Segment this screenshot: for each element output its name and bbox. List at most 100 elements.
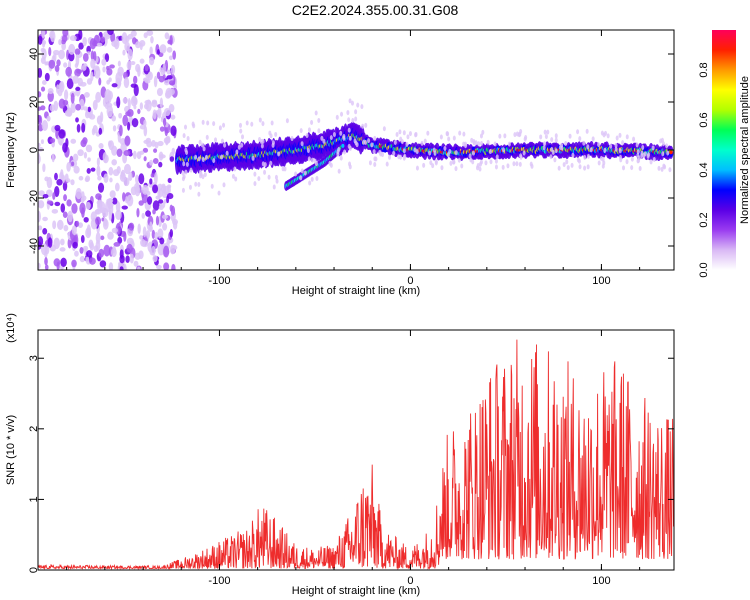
heatmap-cell — [426, 130, 430, 136]
heatmap-cell — [661, 151, 665, 157]
heatmap-cell — [618, 148, 622, 154]
heatmap-cell — [154, 231, 158, 240]
colorbar-label: Normalized spectral amplitude — [739, 76, 750, 224]
heatmap-cell — [554, 148, 558, 154]
heatmap-cell — [554, 133, 558, 139]
heatmap-cell — [194, 181, 198, 187]
heatmap-cell — [71, 203, 78, 214]
heatmap-cell — [197, 191, 201, 197]
heatmap-cell — [42, 216, 48, 222]
heatmap-cell — [40, 56, 46, 64]
heatmap-cell — [415, 149, 419, 155]
heatmap-cell — [310, 176, 314, 182]
heatmap-cell — [46, 176, 53, 189]
heatmap-cell — [364, 122, 368, 128]
heatmap-cell — [172, 50, 177, 60]
heatmap-cell — [662, 163, 666, 169]
heatmap-cell — [51, 153, 55, 163]
heatmap-cell — [89, 38, 97, 50]
heatmap-cell — [98, 143, 104, 149]
heatmap-cell — [354, 116, 358, 122]
heatmap-cell — [158, 199, 164, 204]
heatmap-cell — [614, 142, 618, 148]
heatmap-cell — [64, 89, 69, 101]
heatmap-cell — [147, 71, 153, 81]
heatmap-cell — [638, 166, 642, 172]
snr-frame — [37, 329, 675, 571]
heatmap-cell — [494, 164, 498, 170]
heatmap-cell — [168, 104, 175, 113]
heatmap-cell — [164, 32, 170, 40]
heatmap-cell — [201, 119, 205, 125]
heatmap-cell — [116, 148, 123, 158]
heatmap-cell — [56, 219, 64, 230]
heatmap-cell — [47, 88, 54, 95]
heatmap-cell — [62, 142, 68, 153]
heatmap-cell — [58, 129, 66, 139]
heatmap-cell — [468, 153, 472, 159]
heatmap-cell — [67, 210, 73, 223]
heatmap-cell — [102, 97, 107, 107]
heatmap-cell — [46, 115, 51, 122]
heatmap-cell — [640, 153, 644, 159]
heatmap-cell — [108, 203, 114, 216]
heatmap-cell — [40, 243, 48, 256]
heatmap-cell — [194, 154, 198, 160]
heatmap-cell — [80, 139, 87, 148]
heatmap-cell — [96, 165, 101, 177]
heatmap-cell — [54, 65, 60, 72]
heatmap-cell — [55, 84, 60, 94]
heatmap-cell — [89, 113, 96, 120]
heatmap-cell — [214, 137, 218, 143]
heatmap-cell — [79, 202, 86, 215]
heatmap-cell — [454, 150, 458, 156]
snr-ticks: -100 0 100 0 1 2 3 — [28, 330, 674, 587]
heatmap-cell — [329, 135, 333, 141]
heatmap-cell — [285, 118, 289, 124]
heatmap-cell — [462, 131, 466, 137]
heatmap-cell — [566, 165, 570, 171]
heatmap-cell — [641, 145, 645, 151]
heatmap-cell — [44, 264, 49, 270]
heatmap-cell — [420, 140, 424, 146]
heatmap-cell — [48, 46, 52, 57]
heatmap-cell — [393, 140, 397, 146]
heatmap-cell — [589, 147, 593, 153]
heatmap-cell — [66, 78, 74, 90]
heatmap-cell — [294, 171, 298, 177]
heatmap-cell — [197, 181, 201, 187]
heatmap-cell — [70, 138, 77, 144]
heatmap-cell — [306, 148, 310, 154]
heatmap-cell — [106, 102, 113, 108]
heatmap-cell — [79, 247, 84, 254]
heatmap-cell — [205, 134, 209, 140]
heatmap-cell — [71, 259, 77, 268]
heatmap-cell — [669, 150, 673, 155]
heatmap-cell — [341, 143, 345, 148]
heatmap-cell — [58, 49, 65, 60]
heatmap-cell — [111, 145, 118, 156]
heatmap-cell — [212, 158, 216, 164]
heatmap-cell — [157, 186, 161, 199]
heatmap-cell — [38, 153, 41, 165]
heatmap-cell — [340, 111, 344, 117]
heatmap-cell — [614, 146, 618, 152]
heatmap-cell — [115, 71, 123, 84]
spectrogram-xtick-label: 100 — [592, 275, 610, 287]
heatmap-cell — [159, 154, 166, 159]
heatmap-cell — [132, 95, 137, 104]
heatmap-cell — [59, 247, 66, 252]
heatmap-cell — [142, 226, 147, 238]
heatmap-cell — [89, 242, 95, 251]
heatmap-cell — [238, 122, 242, 128]
heatmap-cell — [54, 185, 60, 198]
heatmap-cell — [81, 122, 86, 133]
colorbar-tick-label: 0.8 — [698, 62, 710, 77]
heatmap-cell — [139, 124, 146, 130]
heatmap-cell — [38, 236, 44, 247]
heatmap-cell — [578, 136, 582, 142]
heatmap-cell — [111, 159, 118, 166]
heatmap-cell — [478, 166, 482, 172]
heatmap-cell — [189, 167, 193, 173]
